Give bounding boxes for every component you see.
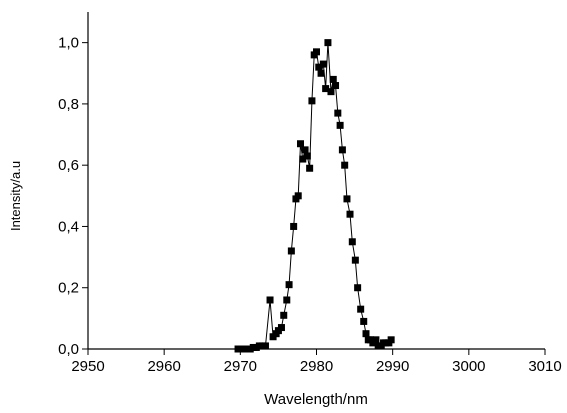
y-tick-label: 0,0 [58,341,79,358]
x-tick-label: 2960 [147,358,180,375]
y-axis-label: Intensity/a.u [8,161,23,231]
data-point [261,342,269,350]
data-point [327,88,335,96]
data-point [329,75,337,83]
data-point [315,63,323,71]
data-point [387,336,395,344]
data-point [313,48,320,56]
data-point [306,164,314,172]
y-tick-label: 0,2 [58,280,79,297]
data-point [348,238,356,246]
data-point [280,311,288,319]
data-point [332,82,340,90]
y-tick-label: 0,6 [58,157,79,174]
y-tick-label: 0,8 [58,96,79,113]
data-point [287,247,295,255]
data-point [372,336,380,344]
data-point [319,60,327,68]
x-tick-label: 2970 [224,358,257,375]
data-point [317,69,325,77]
data-point [290,222,298,230]
x-axis-label: Wavelength/nm [264,391,368,408]
data-point [360,317,368,325]
x-tick-label: 3010 [528,358,561,375]
data-point [285,281,293,289]
data-point [322,85,330,93]
data-point [303,152,311,160]
data-point [301,146,309,154]
data-point [343,195,351,203]
data-point [283,296,291,304]
data-point [354,284,362,292]
data-point [334,109,342,117]
data-point [346,210,354,218]
y-tick-label: 0,4 [58,218,79,235]
x-tick-label: 2990 [376,358,409,375]
data-point [362,330,370,338]
data-point [299,155,307,163]
data-point [341,161,349,169]
x-tick-label: 2980 [300,358,333,375]
data-point [277,324,285,332]
data-point [297,140,305,148]
data-line [238,42,392,350]
data-point [336,121,344,129]
data-point [357,305,365,313]
data-point [294,192,302,200]
data-point [351,256,359,264]
data-point [324,39,332,47]
data-point [338,146,346,154]
data-point [266,296,274,304]
x-tick-label: 2950 [71,358,104,375]
y-tick-label: 1,0 [58,35,79,52]
x-tick-label: 3000 [452,358,485,375]
data-point [308,97,316,105]
